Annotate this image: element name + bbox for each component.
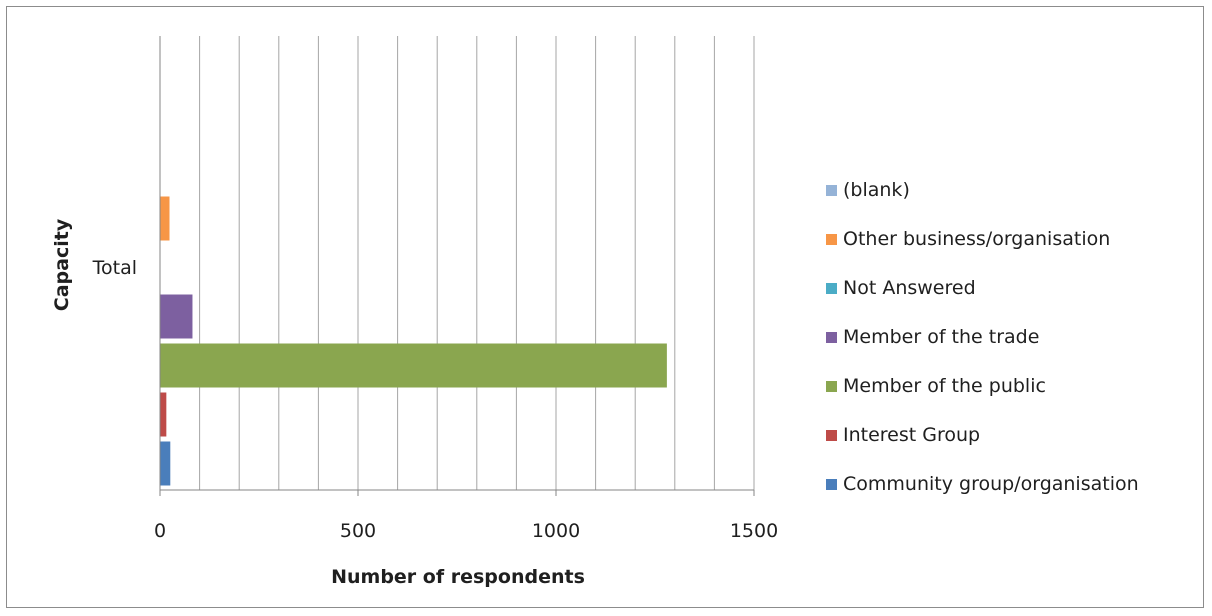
x-tick-label: 500 bbox=[340, 520, 376, 542]
bars bbox=[160, 196, 667, 486]
legend-swatch bbox=[826, 233, 837, 245]
bar-community-group-organisation bbox=[160, 441, 171, 486]
legend-item: Not Answered bbox=[826, 276, 976, 300]
legend-swatch bbox=[826, 184, 837, 196]
legend-swatch bbox=[826, 331, 837, 343]
gridlines bbox=[159, 36, 755, 490]
legend-swatch bbox=[826, 380, 837, 392]
legend-label: Interest Group bbox=[843, 424, 981, 446]
x-tick-label: 1500 bbox=[730, 520, 778, 542]
legend-item: Member of the public bbox=[826, 374, 1046, 398]
chart-area bbox=[6, 6, 1204, 608]
axes bbox=[159, 36, 755, 496]
y-axis-title: Capacity bbox=[51, 218, 73, 311]
bar-interest-group bbox=[160, 392, 167, 437]
legend-item: Member of the trade bbox=[826, 325, 1039, 349]
bar-member-of-the-public bbox=[160, 343, 667, 388]
x-tick-label: 0 bbox=[154, 520, 166, 542]
legend-label: (blank) bbox=[843, 179, 910, 201]
x-tick-label: 1000 bbox=[532, 520, 580, 542]
legend-label: Not Answered bbox=[843, 277, 976, 299]
bar-other-business-organisation bbox=[160, 196, 170, 241]
legend-label: Community group/organisation bbox=[843, 473, 1139, 495]
bar-member-of-the-trade bbox=[160, 294, 193, 339]
legend-item: (blank) bbox=[826, 178, 910, 202]
legend-label: Member of the public bbox=[843, 375, 1046, 397]
legend-item: Community group/organisation bbox=[826, 472, 1139, 496]
legend-item: Other business/organisation bbox=[826, 227, 1110, 251]
x-axis-title: Number of respondents bbox=[331, 566, 585, 588]
legend-label: Member of the trade bbox=[843, 326, 1040, 348]
legend-label: Other business/organisation bbox=[843, 228, 1111, 250]
category-label: Total bbox=[92, 257, 137, 279]
legend-item: Interest Group bbox=[826, 423, 980, 447]
legend-swatch bbox=[826, 429, 837, 441]
legend-swatch bbox=[826, 282, 837, 294]
legend-swatch bbox=[826, 478, 837, 490]
tick-labels: 0 500 1000 1500 bbox=[154, 520, 778, 542]
